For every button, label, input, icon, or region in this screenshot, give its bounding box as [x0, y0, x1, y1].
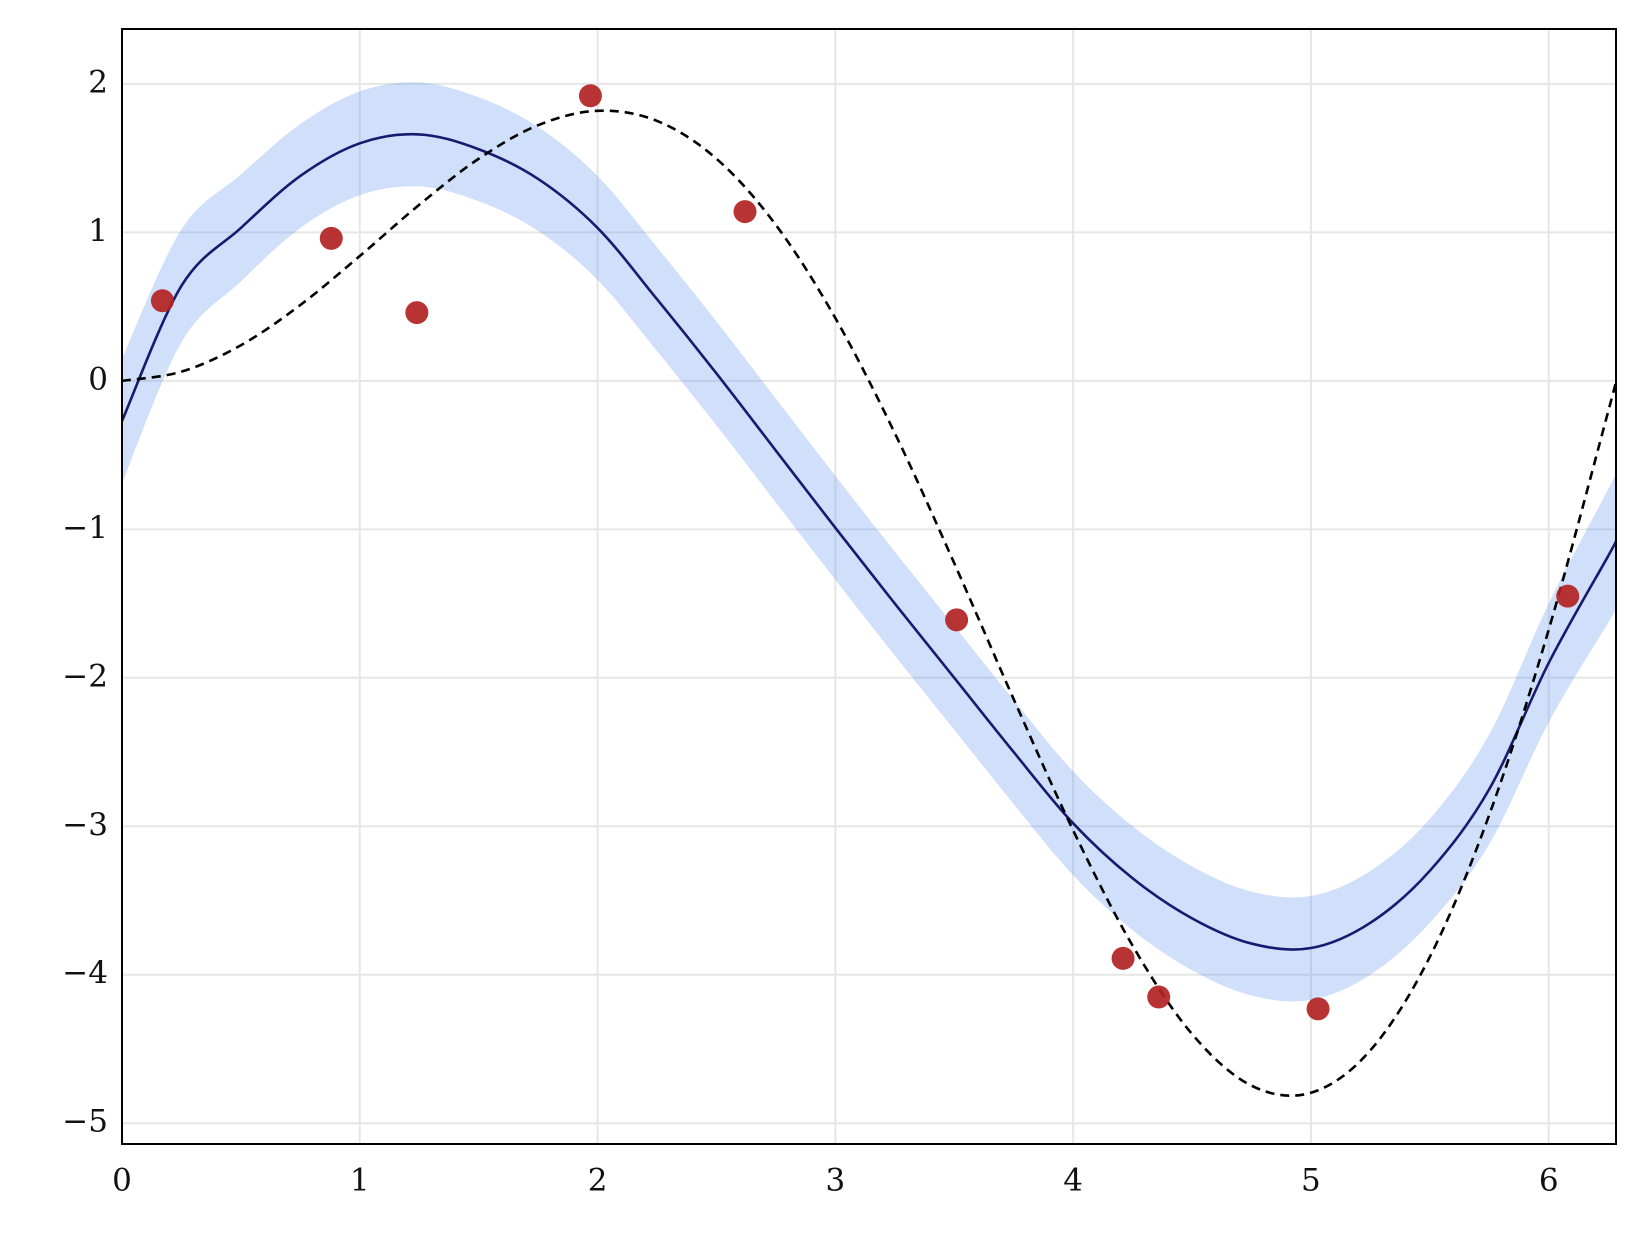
plot-frame	[121, 28, 1617, 1145]
x-tick-label: 5	[1301, 1163, 1321, 1199]
y-tick-label: −3	[62, 807, 108, 843]
y-tick-label: −2	[62, 658, 108, 694]
data-point	[405, 301, 429, 325]
x-tick-label: 6	[1539, 1163, 1559, 1199]
y-tick-label: 0	[88, 361, 108, 397]
mean-line	[122, 132, 1616, 951]
true-function-line	[122, 109, 1616, 1097]
y-tick-label: −1	[62, 510, 108, 546]
y-tick-label: −4	[62, 955, 108, 991]
y-tick-label: 2	[88, 64, 108, 100]
data-point	[1556, 584, 1580, 608]
x-tick-label: 0	[112, 1163, 132, 1199]
data-point	[733, 200, 757, 224]
y-tick-label: 1	[88, 213, 108, 249]
data-point	[945, 608, 969, 632]
x-tick-label: 2	[588, 1163, 608, 1199]
x-tick-label: 4	[1063, 1163, 1083, 1199]
x-tick-label: 3	[825, 1163, 845, 1199]
data-point	[1111, 946, 1135, 970]
data-point	[1306, 997, 1330, 1021]
x-tick-label: 1	[350, 1163, 370, 1199]
data-point	[578, 84, 602, 108]
confidence-band	[122, 82, 1616, 1002]
data-point	[150, 289, 174, 313]
data-point	[319, 226, 343, 250]
data-point	[1147, 985, 1171, 1009]
y-tick-label: −5	[62, 1104, 108, 1140]
